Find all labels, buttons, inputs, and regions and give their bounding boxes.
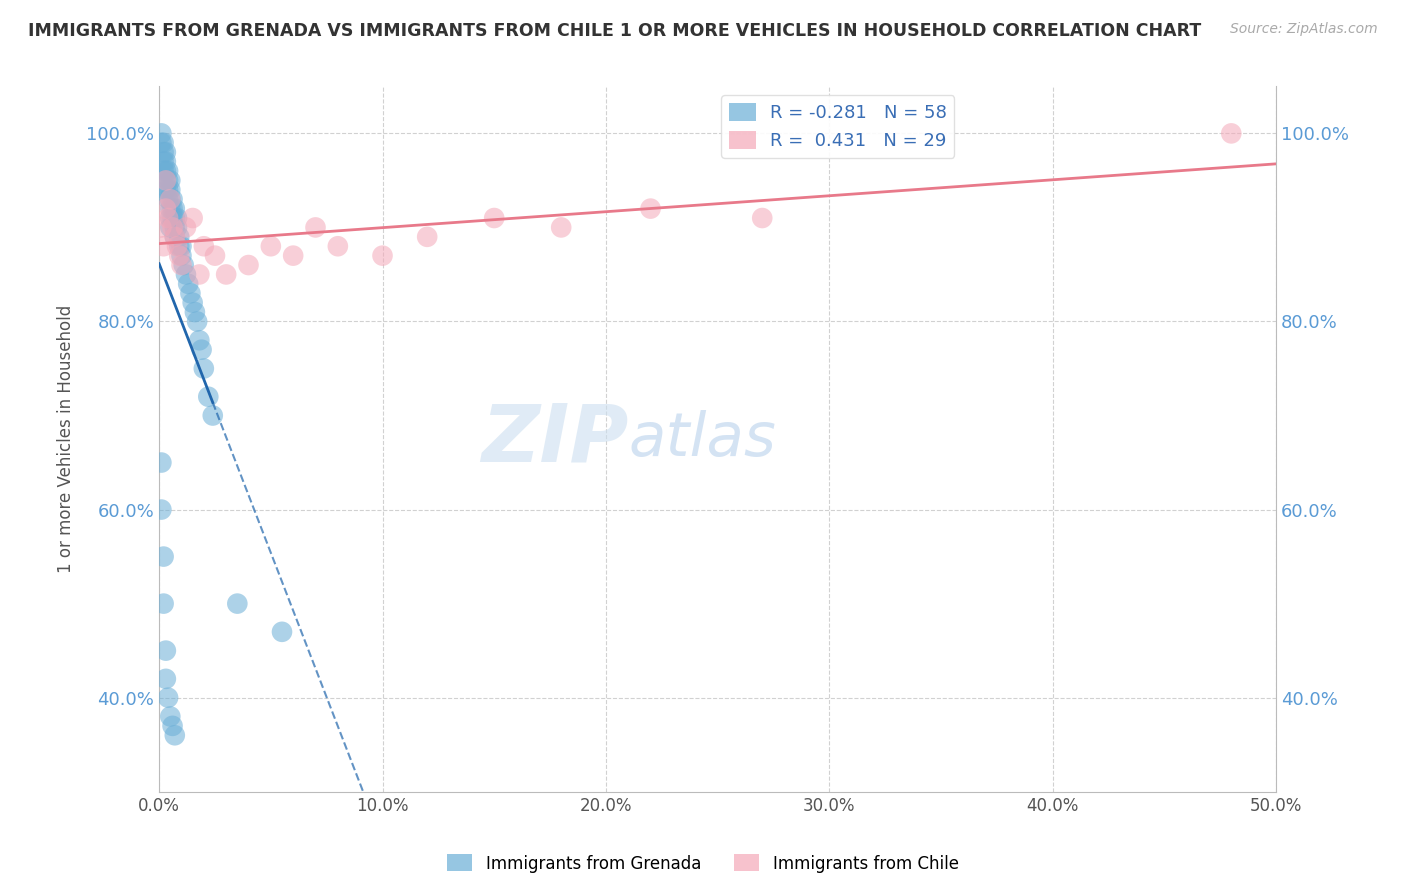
Point — [150, 127, 173, 141]
Point — [150, 136, 173, 150]
Point — [159, 192, 181, 206]
Point — [179, 286, 201, 301]
Point — [155, 672, 177, 686]
Text: ZIP: ZIP — [481, 400, 628, 478]
Point — [215, 268, 238, 282]
Point — [167, 230, 190, 244]
Point — [155, 145, 177, 160]
Point — [271, 624, 294, 639]
Point — [152, 136, 174, 150]
Point — [162, 220, 184, 235]
Legend: Immigrants from Grenada, Immigrants from Chile: Immigrants from Grenada, Immigrants from… — [440, 847, 966, 880]
Point — [197, 390, 219, 404]
Text: IMMIGRANTS FROM GRENADA VS IMMIGRANTS FROM CHILE 1 OR MORE VEHICLES IN HOUSEHOLD: IMMIGRANTS FROM GRENADA VS IMMIGRANTS FR… — [28, 22, 1201, 40]
Point — [751, 211, 773, 225]
Point — [371, 249, 394, 263]
Point — [283, 249, 305, 263]
Point — [152, 597, 174, 611]
Point — [167, 249, 190, 263]
Point — [152, 145, 174, 160]
Point — [150, 502, 173, 516]
Point — [163, 230, 186, 244]
Point — [201, 409, 224, 423]
Point — [152, 154, 174, 169]
Point — [170, 258, 193, 272]
Point — [152, 164, 174, 178]
Point — [193, 239, 215, 253]
Point — [162, 202, 184, 216]
Point — [190, 343, 212, 357]
Y-axis label: 1 or more Vehicles in Household: 1 or more Vehicles in Household — [58, 305, 75, 574]
Point — [482, 211, 505, 225]
Point — [150, 456, 173, 470]
Point — [159, 183, 181, 197]
Point — [181, 211, 204, 225]
Point — [167, 239, 190, 253]
Point — [238, 258, 260, 272]
Point — [173, 258, 195, 272]
Point — [155, 164, 177, 178]
Point — [162, 192, 184, 206]
Text: Source: ZipAtlas.com: Source: ZipAtlas.com — [1230, 22, 1378, 37]
Point — [174, 268, 197, 282]
Point — [188, 268, 211, 282]
Point — [163, 728, 186, 742]
Point — [1220, 127, 1243, 141]
Point — [159, 220, 181, 235]
Point — [170, 239, 193, 253]
Point — [157, 173, 180, 187]
Point — [177, 277, 200, 291]
Point — [260, 239, 283, 253]
Point — [162, 719, 184, 733]
Point — [188, 333, 211, 347]
Point — [157, 690, 180, 705]
Point — [159, 709, 181, 723]
Text: atlas: atlas — [628, 409, 776, 468]
Point — [157, 183, 180, 197]
Point — [159, 173, 181, 187]
Point — [550, 220, 572, 235]
Point — [155, 154, 177, 169]
Legend: R = -0.281   N = 58, R =  0.431   N = 29: R = -0.281 N = 58, R = 0.431 N = 29 — [721, 95, 955, 158]
Point — [157, 211, 180, 225]
Point — [157, 192, 180, 206]
Point — [226, 597, 249, 611]
Point — [163, 230, 186, 244]
Point — [640, 202, 662, 216]
Point — [193, 361, 215, 376]
Point — [162, 211, 184, 225]
Point — [166, 211, 188, 225]
Point — [170, 249, 193, 263]
Point — [152, 239, 174, 253]
Point — [159, 211, 181, 225]
Point — [150, 220, 173, 235]
Point — [155, 173, 177, 187]
Point — [174, 220, 197, 235]
Point — [416, 230, 439, 244]
Point — [157, 164, 180, 178]
Point — [155, 643, 177, 657]
Point — [155, 202, 177, 216]
Point — [204, 249, 226, 263]
Point — [166, 239, 188, 253]
Point — [326, 239, 349, 253]
Point — [181, 295, 204, 310]
Point — [163, 202, 186, 216]
Point — [155, 173, 177, 187]
Point — [152, 549, 174, 564]
Point — [159, 192, 181, 206]
Point — [166, 220, 188, 235]
Point — [186, 314, 208, 328]
Point — [184, 305, 207, 319]
Point — [304, 220, 326, 235]
Point — [159, 202, 181, 216]
Point — [163, 220, 186, 235]
Point — [163, 211, 186, 225]
Point — [155, 183, 177, 197]
